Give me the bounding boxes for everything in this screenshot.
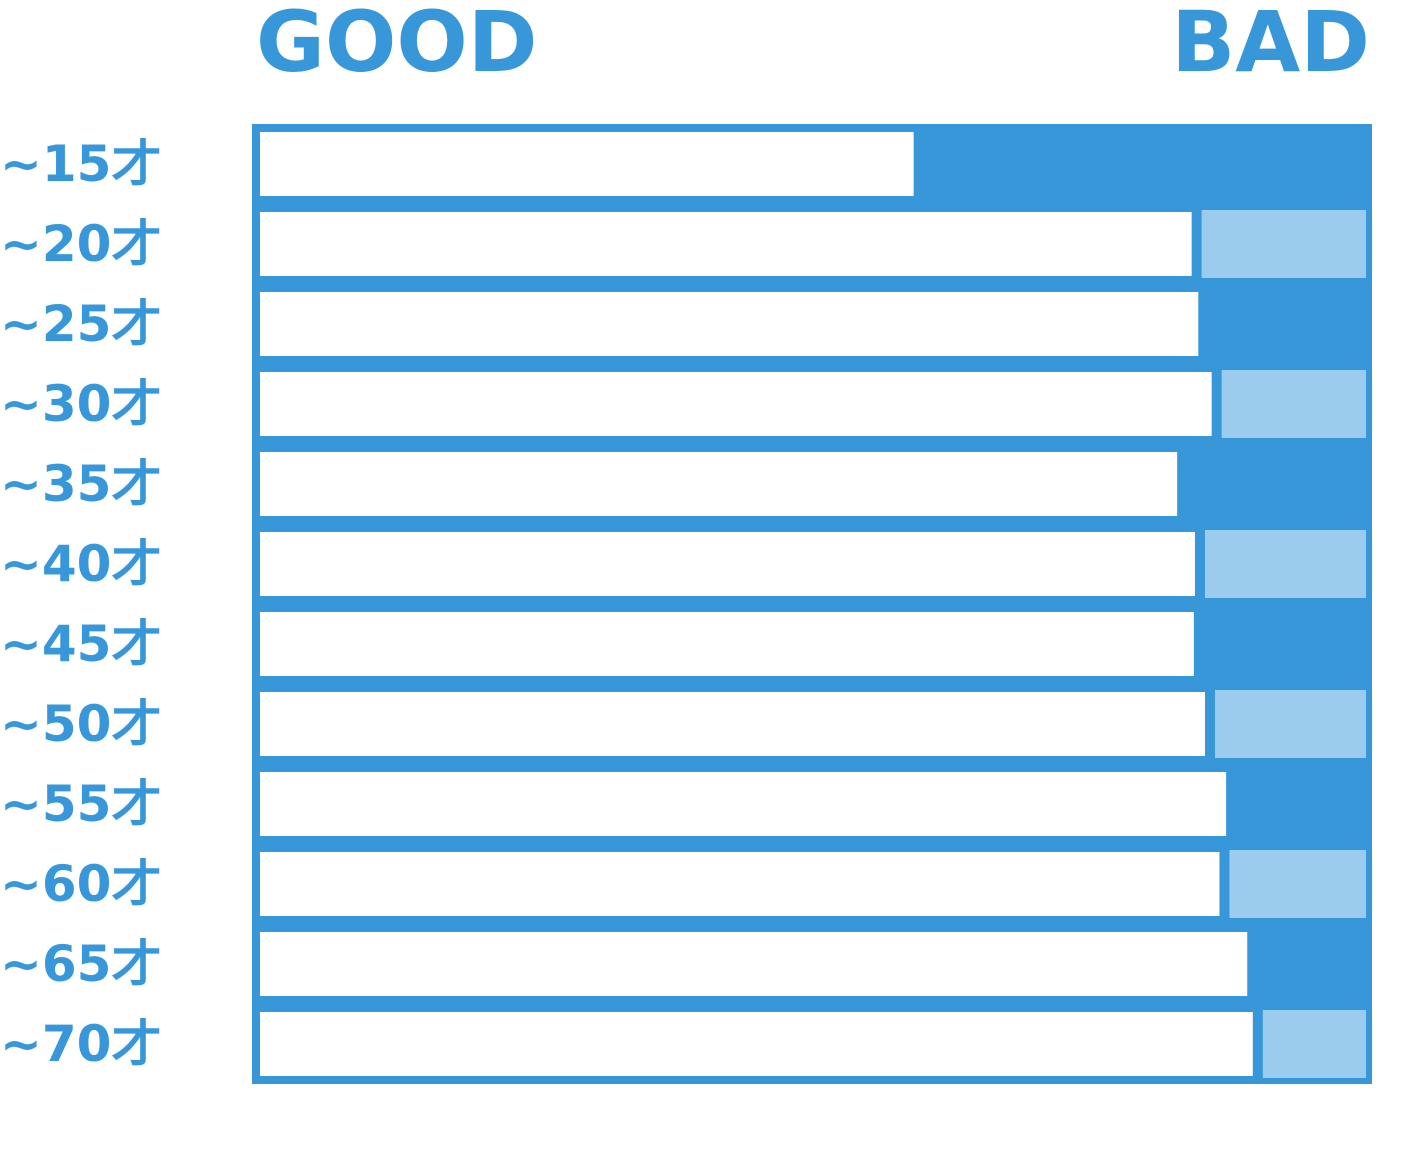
category-label: ~45才: [0, 615, 161, 673]
bad-bar: [1181, 444, 1372, 524]
bad-scale-label: BAD: [1171, 0, 1370, 91]
bad-bar: [1262, 1010, 1366, 1078]
chart-frame: [252, 124, 1372, 1084]
bad-bar: [1204, 530, 1366, 598]
good-bar: [252, 284, 1207, 364]
category-label: ~40才: [0, 535, 161, 593]
good-scale-label: GOOD: [256, 0, 538, 91]
category-label: ~70才: [0, 1015, 161, 1073]
bad-bar: [1201, 210, 1366, 278]
good-bar: [252, 604, 1202, 684]
good-bar: [252, 684, 1213, 764]
good-bar: [252, 204, 1200, 284]
bad-bar: [1229, 850, 1366, 918]
good-bar: [252, 764, 1235, 844]
category-label: ~20才: [0, 215, 161, 273]
good-bar: [252, 1004, 1261, 1084]
good-bar: [252, 124, 922, 204]
category-label: ~35才: [0, 455, 161, 513]
bar-row: ~40才: [0, 524, 1372, 604]
bar-row: ~45才: [0, 604, 1372, 684]
bar-row: ~55才: [0, 764, 1372, 844]
bar-row: ~30才: [0, 364, 1372, 444]
bar-row: ~25才: [0, 284, 1372, 364]
bar-row: ~70才: [0, 1004, 1372, 1084]
bad-bar: [1214, 690, 1366, 758]
bar-row: ~50才: [0, 684, 1372, 764]
bad-bar: [1251, 924, 1372, 1004]
good-bar: [252, 444, 1186, 524]
good-bar: [252, 524, 1203, 604]
category-label: ~25才: [0, 295, 161, 353]
bar-row: ~20才: [0, 204, 1372, 284]
category-label: ~55才: [0, 775, 161, 833]
category-label: ~60才: [0, 855, 161, 913]
bar-row: ~35才: [0, 444, 1372, 524]
good-bar: [252, 364, 1220, 444]
bar-rows: ~15才 ~20才 ~25才 ~30才 ~35才 ~40才 ~45才 ~50才 ~55才 ~60才…: [0, 124, 1372, 1084]
category-label: ~30才: [0, 375, 161, 433]
bad-bar: [1197, 604, 1372, 684]
good-bar: [252, 844, 1228, 924]
bad-bar: [917, 124, 1372, 204]
bar-row: ~65才: [0, 924, 1372, 1004]
bad-bar: [1230, 764, 1372, 844]
bad-bar: [1202, 284, 1372, 364]
category-label: ~15才: [0, 135, 161, 193]
good-bar: [252, 924, 1256, 1004]
bar-row: ~15才: [0, 124, 1372, 204]
category-label: ~65才: [0, 935, 161, 993]
bad-bar: [1221, 370, 1366, 438]
category-label: ~50才: [0, 695, 161, 753]
bar-row: ~60才: [0, 844, 1372, 924]
